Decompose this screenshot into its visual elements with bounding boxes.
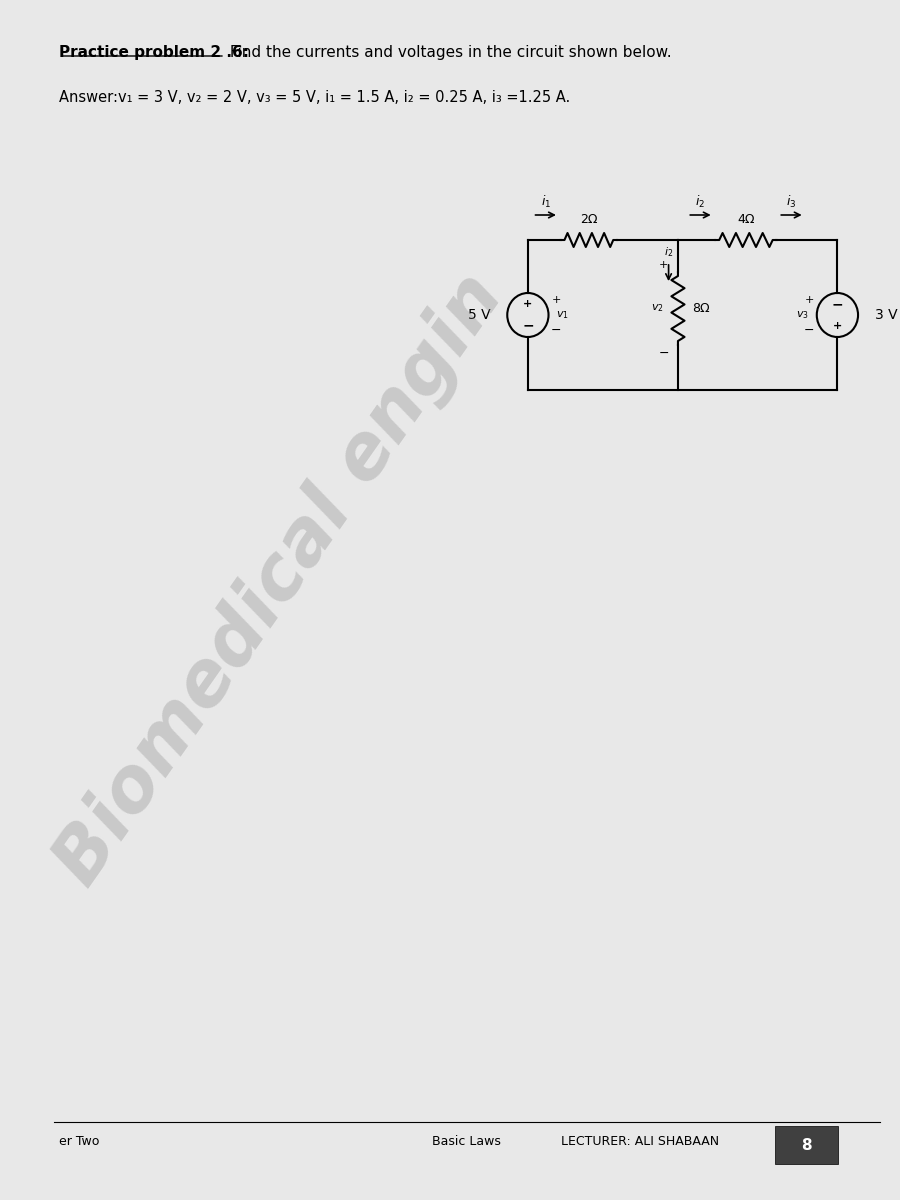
Text: −: −	[522, 318, 534, 332]
Text: Answer:v₁ = 3 V, v₂ = 2 V, v₃ = 5 V, i₁ = 1.5 A, i₂ = 0.25 A, i₃ =1.25 A.: Answer:v₁ = 3 V, v₂ = 2 V, v₃ = 5 V, i₁ …	[58, 90, 571, 104]
Text: 8: 8	[801, 1138, 812, 1152]
Text: $v_2$: $v_2$	[652, 302, 664, 314]
Text: Practice problem 2 .6:: Practice problem 2 .6:	[58, 44, 249, 60]
Text: +: +	[523, 300, 533, 310]
Text: Find the currents and voltages in the circuit shown below.: Find the currents and voltages in the ci…	[225, 44, 671, 60]
Text: +: +	[552, 295, 561, 305]
Text: Basic Laws: Basic Laws	[433, 1135, 501, 1148]
Text: $v_3$: $v_3$	[796, 310, 809, 320]
Text: −: −	[659, 347, 669, 360]
Text: Biomedical engin: Biomedical engin	[40, 262, 518, 899]
Text: +: +	[805, 295, 814, 305]
Text: $v_1$: $v_1$	[556, 310, 569, 320]
Text: $i_2$: $i_2$	[696, 194, 706, 210]
FancyBboxPatch shape	[775, 1126, 839, 1164]
Text: −: −	[832, 298, 843, 312]
Text: 4Ω: 4Ω	[737, 214, 755, 226]
Text: 3 V: 3 V	[875, 308, 897, 322]
Text: 5 V: 5 V	[468, 308, 490, 322]
Text: LECTURER: ALI SHABAAN: LECTURER: ALI SHABAAN	[561, 1135, 719, 1148]
Text: −: −	[551, 324, 562, 336]
Text: 8Ω: 8Ω	[692, 302, 710, 316]
Text: er Two: er Two	[58, 1135, 99, 1148]
Text: $i_1$: $i_1$	[541, 194, 551, 210]
Text: $i_2$: $i_2$	[664, 245, 673, 259]
Text: +: +	[832, 320, 842, 330]
Text: 2Ω: 2Ω	[580, 214, 598, 226]
Text: $i_3$: $i_3$	[787, 194, 796, 210]
Text: −: −	[804, 324, 814, 336]
Text: +: +	[659, 260, 669, 270]
